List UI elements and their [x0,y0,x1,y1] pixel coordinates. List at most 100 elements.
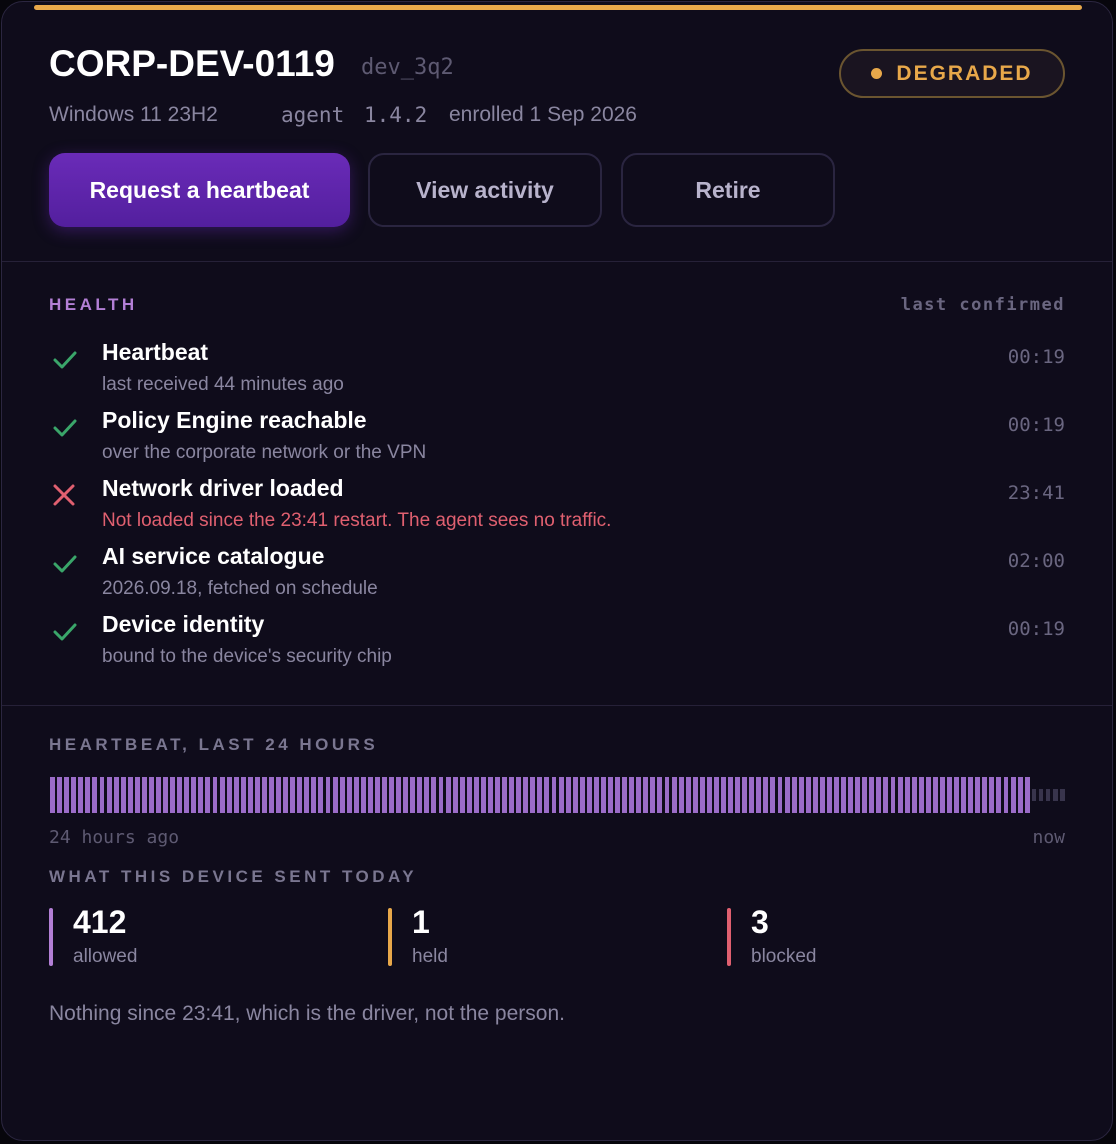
heartbeat-bar [586,777,592,813]
heartbeat-slot [183,777,190,813]
heartbeat-slot [395,777,402,813]
heartbeat-bar [297,777,303,813]
heartbeat-bar [699,777,705,813]
heartbeat-slot [671,777,678,813]
heartbeat-bar [975,777,981,813]
heartbeat-bar [890,777,896,813]
heartbeat-slot [932,777,939,813]
heartbeat-bar [1024,777,1030,813]
heartbeat-slot [529,777,536,813]
heartbeat-slot [678,777,685,813]
heartbeat-slot [522,777,529,813]
heartbeat-slot [127,777,134,813]
heartbeat-slot [353,777,360,813]
check-time: 23:41 [1007,482,1065,504]
sent-title: WHAT THIS DEVICE SENT TODAY [49,867,418,886]
heartbeat-slot [897,777,904,813]
heartbeat-bar [452,777,458,813]
fail-icon [51,482,79,510]
divider [2,261,1112,262]
stat-accent [388,908,392,966]
os: Windows 11 23H2 [49,103,218,126]
heartbeat-bar [219,777,225,813]
heartbeat-slot [240,777,247,813]
view-activity-button[interactable]: View activity [368,153,602,227]
heartbeat-bar [367,777,373,813]
heartbeat-slot [882,777,889,813]
heartbeat-slot [635,777,642,813]
heartbeat-bar [685,777,691,813]
heartbeat-bar [1053,789,1058,801]
stat-label: allowed [73,946,138,967]
heartbeat-strip [49,777,1065,813]
device-id: dev_3q2 [361,55,454,80]
check-time: 00:19 [1007,618,1065,640]
heartbeat-slot [77,777,84,813]
heartbeat-bar [982,777,988,813]
heartbeat-bar [742,777,748,813]
heartbeat-bar [50,777,55,813]
heartbeat-bar [134,777,140,813]
heartbeat-slot [120,777,127,813]
heartbeat-bar [466,777,472,813]
retire-button[interactable]: Retire [621,153,835,227]
heartbeat-slot [346,777,353,813]
stat-accent [727,908,731,966]
heartbeat-slot [621,777,628,813]
heartbeat-bar [233,777,239,813]
heartbeat-slot [734,777,741,813]
status-dot [871,68,883,79]
heartbeat-slot [176,777,183,813]
heartbeat-bar [360,777,366,813]
heartbeat-slot [480,777,487,813]
heartbeat-slot [275,777,282,813]
heartbeat-bar [1032,789,1037,801]
heartbeat-slot [939,777,946,813]
heartbeat-slot [1045,777,1052,813]
check-name: Heartbeat [102,339,209,365]
heartbeat-slot [247,777,254,813]
heartbeat-slot [49,777,56,813]
heartbeat-slot [819,777,826,813]
heartbeat-bar [156,777,161,813]
heartbeat-bar [106,777,112,813]
heartbeat-bar [544,777,550,813]
heartbeat-slot [197,777,204,813]
heartbeat-slot [607,777,614,813]
heartbeat-bar [459,777,465,813]
heartbeat-slot [762,777,769,813]
heartbeat-slot [98,777,105,813]
heartbeat-slot [254,777,261,813]
heartbeat-bar [713,777,719,813]
heartbeat-slot [656,777,663,813]
heartbeat-slot [437,777,444,813]
heartbeat-slot [960,777,967,813]
heartbeat-bar [283,777,289,813]
heartbeat-bar [770,777,776,813]
request-heartbeat-button[interactable]: Request a heartbeat [49,153,350,227]
heartbeat-slot [769,777,776,813]
check-glyph [53,351,77,369]
heartbeat-slot [374,777,381,813]
heartbeat-slot [925,777,932,813]
heartbeat-slot [727,777,734,813]
heartbeat-slot [515,777,522,813]
heartbeat-bar [410,777,416,813]
health-column: last confirmed [900,295,1065,315]
heartbeat-bar [798,777,804,813]
heartbeat-slot [755,777,762,813]
heartbeat-slot [219,777,226,813]
heartbeat-bar [593,777,599,813]
stat-label: blocked [751,946,817,967]
heartbeat-slot [324,777,331,813]
heartbeat-bar [706,777,712,813]
heartbeat-bar [657,777,663,813]
heartbeat-bar [487,777,493,813]
heartbeat-bar [346,777,352,813]
check-icon [51,346,79,374]
heartbeat-bar [1046,789,1051,801]
heartbeat-bar [939,777,945,813]
start-label: 24 hours ago [49,827,180,848]
heartbeat-bar [735,777,741,813]
heartbeat-bar [276,777,281,813]
